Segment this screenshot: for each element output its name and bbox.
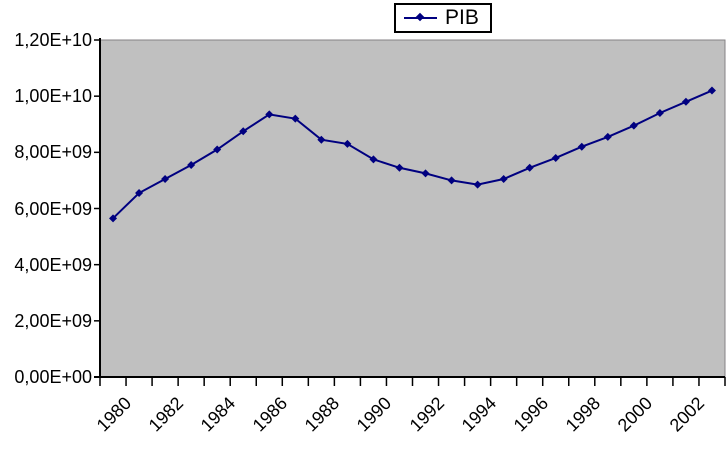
legend-series-marker <box>404 12 437 23</box>
data-point-marker <box>499 175 508 184</box>
data-point-marker <box>551 153 560 162</box>
data-point-marker <box>109 214 118 223</box>
series-line <box>112 89 713 220</box>
data-point-marker <box>395 163 404 172</box>
data-point-marker <box>161 175 170 184</box>
y-axis-tick-label: 8,00E+09 <box>14 142 92 163</box>
legend-series-label: PIB <box>445 5 479 29</box>
plot-area-background <box>99 39 726 378</box>
y-axis-tick-label: 2,00E+09 <box>14 310 92 331</box>
data-point-marker <box>681 97 690 106</box>
y-axis-tick-label: 6,00E+09 <box>14 198 92 219</box>
data-point-marker <box>525 163 534 172</box>
data-point-marker <box>135 189 144 198</box>
data-point-marker <box>629 121 638 130</box>
data-point-marker <box>603 132 612 141</box>
data-point-marker <box>317 135 326 144</box>
data-point-marker <box>343 139 352 148</box>
legend-diamond-icon <box>415 12 425 22</box>
data-point-marker <box>265 110 274 119</box>
y-axis-tick-label: 0,00E+00 <box>14 367 92 387</box>
legend: PIB <box>394 3 492 33</box>
data-point-marker <box>577 142 586 151</box>
data-point-marker <box>473 180 482 189</box>
data-point-marker <box>421 169 430 178</box>
data-point-marker <box>369 155 378 164</box>
data-point-marker <box>447 176 456 185</box>
data-point-marker <box>291 114 300 123</box>
data-point-marker <box>239 127 248 136</box>
y-axis-tick-label: 4,00E+09 <box>14 254 92 275</box>
y-axis-tick-label: 1,00E+10 <box>14 86 92 107</box>
data-point-marker <box>187 160 196 169</box>
data-point-marker <box>707 86 716 95</box>
data-point-marker <box>213 145 222 154</box>
y-axis-tick-label: 1,20E+10 <box>14 30 92 50</box>
data-point-marker <box>655 109 664 118</box>
